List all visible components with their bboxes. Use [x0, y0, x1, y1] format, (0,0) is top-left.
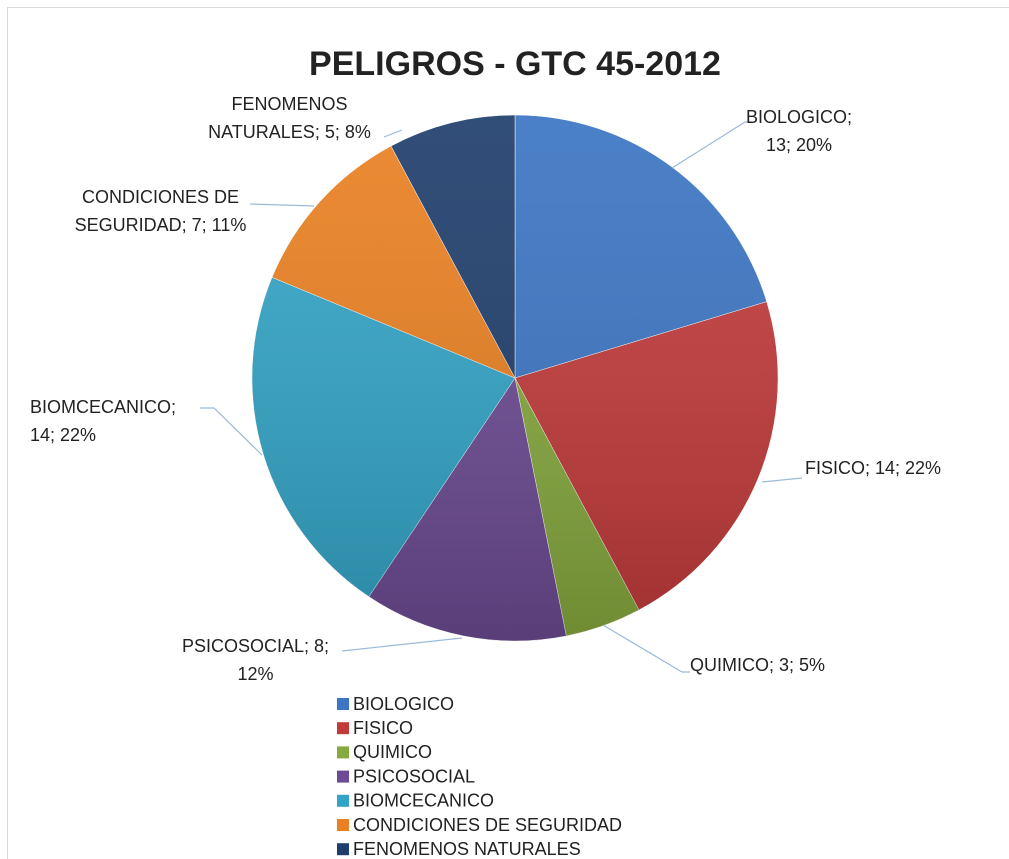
data-label: PSICOSOCIAL; 8; 12% — [181, 636, 330, 684]
leader-line — [602, 624, 690, 673]
leader-line — [341, 637, 463, 652]
data-label: QUIMICO; 3; 5% — [690, 655, 826, 675]
legend-swatch — [337, 819, 349, 831]
data-label: CONDICIONES DE SEGURIDAD; 7; 11% — [74, 187, 247, 235]
frame — [7, 7, 1009, 859]
leader-line — [200, 407, 263, 456]
leader-line — [761, 477, 803, 483]
legend-swatch — [337, 770, 349, 783]
data-label: FENOMENOS NATURALES; 5; 8% — [208, 94, 371, 142]
data-label: BIOLOGICO; 13; 20% — [745, 107, 853, 155]
legend-label: FISICO — [353, 718, 413, 738]
data-label: BIOMCECANICO; 14; 22% — [30, 397, 177, 445]
legend-label: BIOMCECANICO — [353, 791, 494, 811]
legend-swatch — [337, 698, 349, 710]
legend-label: FENOMENOS NATURALES — [353, 839, 581, 859]
legend-swatch — [337, 794, 349, 807]
leader-line — [249, 203, 315, 207]
legend-label: QUIMICO — [353, 742, 432, 762]
legend-swatch — [337, 722, 349, 735]
leader-line — [671, 121, 752, 169]
leader-line — [383, 129, 403, 138]
legend-swatch — [337, 746, 349, 759]
legend-label: CONDICIONES DE SEGURIDAD — [353, 815, 622, 835]
data-label: FISICO; 14; 22% — [805, 458, 942, 478]
chart-title: PELIGROS - GTC 45-2012 — [309, 45, 721, 83]
legend-swatch — [337, 843, 349, 856]
legend-label: PSICOSOCIAL — [353, 766, 475, 786]
legend-label: BIOLOGICO — [353, 694, 454, 714]
